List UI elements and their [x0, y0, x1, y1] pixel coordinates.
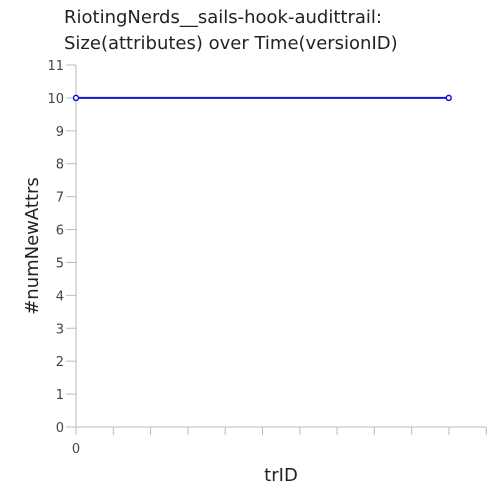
y-tick-label: 6	[56, 224, 64, 239]
chart-title-line-1: RiotingNerds__sails-hook-audittrail:	[64, 7, 382, 28]
y-tick-label: 5	[56, 256, 64, 271]
y-axis-label: #numNewAttrs	[22, 177, 43, 315]
y-tick-label: 9	[56, 125, 64, 140]
chart-title-line-2: Size(attributes) over Time(versionID)	[64, 33, 398, 54]
y-tick-label: 11	[47, 59, 64, 74]
y-tick-label: 4	[56, 289, 64, 304]
plot-area: 0 1 2 3 4 5 6 7 8 9 10 11 0	[47, 59, 487, 457]
data-point	[72, 94, 80, 102]
x-tick-label: 0	[72, 442, 80, 457]
y-tick-label: 0	[56, 421, 64, 436]
y-tick-label: 7	[56, 191, 64, 206]
data-point	[445, 94, 452, 102]
x-axis-label: trID	[264, 465, 298, 486]
y-tick-label: 3	[56, 322, 64, 337]
y-tick-label: 1	[56, 388, 64, 403]
y-tick-label: 10	[47, 92, 64, 107]
y-tick-label: 8	[56, 158, 64, 173]
y-tick-label: 2	[56, 355, 64, 370]
